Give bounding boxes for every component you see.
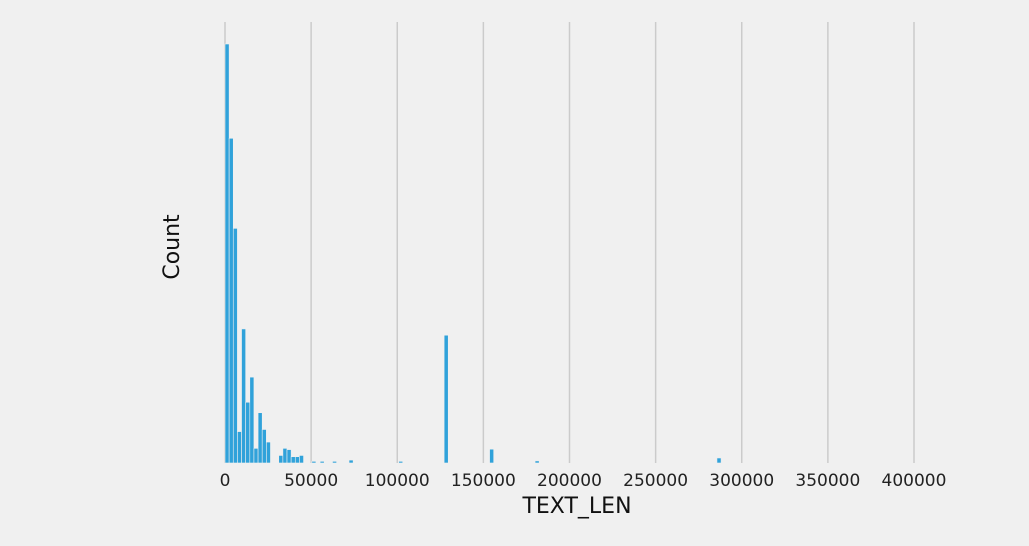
histogram-bar — [398, 461, 404, 464]
histogram-bar — [245, 401, 251, 464]
histogram-bar — [241, 328, 246, 464]
histogram-bar — [228, 137, 234, 464]
histogram-bar — [249, 376, 255, 464]
x-tick-label: 150000 — [451, 471, 516, 491]
x-tick-label: 50000 — [284, 471, 338, 491]
histogram-bar — [282, 448, 288, 464]
histogram-bar — [489, 448, 495, 464]
y-axis-label: Count — [160, 214, 185, 280]
histogram-bar — [261, 429, 267, 464]
histogram-bar — [286, 449, 292, 464]
histogram-bar — [319, 461, 325, 464]
histogram-bar — [443, 334, 449, 464]
histogram-bar — [266, 441, 271, 464]
histogram-bar — [294, 456, 300, 464]
x-axis-label: TEXT_LEN — [521, 494, 631, 519]
x-tick-label: 0 — [220, 471, 231, 491]
histogram-bar — [232, 228, 238, 464]
histogram-bar — [716, 457, 722, 464]
grid-lines — [224, 22, 915, 463]
histogram-bar — [257, 412, 263, 464]
histogram-bar — [332, 461, 337, 464]
histogram-bar — [224, 43, 230, 464]
x-tick-labels: 0 50000 100000 150000 200000 250000 300000 3500… — [220, 471, 947, 491]
histogram-bar — [290, 456, 296, 464]
histogram-bar — [299, 455, 304, 464]
x-tick-label: 100000 — [365, 471, 430, 491]
histogram-bar — [278, 455, 284, 464]
histogram-bar — [237, 431, 242, 464]
x-tick-label: 300000 — [709, 471, 774, 491]
x-tick-label: 200000 — [537, 471, 602, 491]
histogram-bar — [311, 461, 317, 464]
x-tick-label: 250000 — [623, 471, 688, 491]
histogram-bar — [348, 459, 354, 464]
histogram-bar — [253, 448, 259, 464]
x-tick-label: 400000 — [882, 471, 947, 491]
histogram-bars — [224, 43, 722, 464]
histogram-bar — [534, 460, 540, 464]
x-tick-label: 350000 — [795, 471, 860, 491]
